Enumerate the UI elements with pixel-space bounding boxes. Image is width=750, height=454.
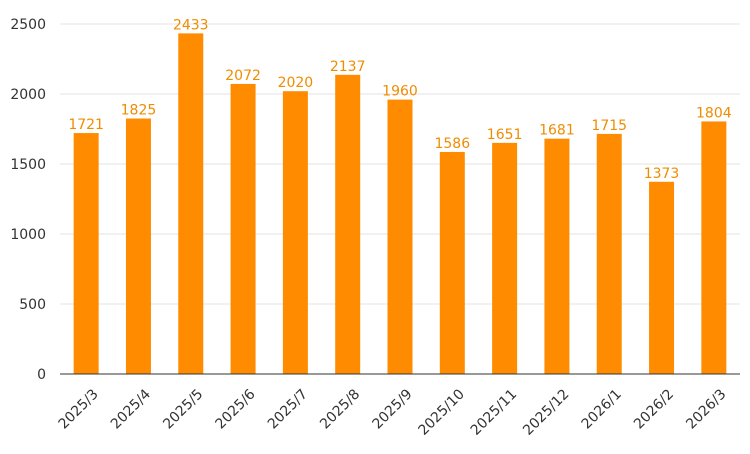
y-tick-label: 2000 (10, 87, 46, 103)
x-tick-label: 2025/7 (265, 386, 311, 432)
bar-2026/2 (649, 181, 675, 374)
x-tick-label: 2025/3 (56, 386, 102, 432)
data-label: 1651 (487, 127, 523, 143)
y-tick-label: 2500 (10, 17, 46, 33)
data-label: 1586 (434, 136, 470, 152)
x-tick-label: 2026/1 (579, 386, 625, 432)
data-label: 2072 (225, 68, 261, 84)
data-label: 1373 (644, 166, 680, 182)
bar-2026/1 (596, 133, 622, 374)
bar-2025/7 (282, 91, 308, 374)
data-label: 1715 (591, 118, 627, 134)
y-tick-label: 1000 (10, 227, 46, 243)
y-tick-label: 500 (19, 297, 46, 313)
bar-2025/6 (230, 83, 256, 375)
x-tick-label: 2025/11 (468, 386, 520, 438)
y-axis-ticks: 0 500 1000 1500 2000 2500 (10, 17, 46, 383)
y-tick-label: 1500 (10, 157, 46, 173)
data-label: 1681 (539, 123, 575, 139)
data-label: 1804 (696, 105, 732, 121)
bar-2025/8 (335, 74, 361, 374)
x-tick-label: 2025/10 (415, 386, 467, 438)
data-label: 1825 (121, 103, 157, 119)
x-tick-label: 2025/5 (160, 386, 206, 432)
bars (73, 33, 727, 375)
data-label: 1960 (382, 84, 418, 100)
bar-2025/5 (178, 33, 204, 374)
bar-2025/9 (387, 99, 413, 374)
bar-2025/11 (492, 142, 518, 374)
x-tick-label: 2026/2 (631, 386, 677, 432)
x-tick-label: 2025/9 (369, 386, 415, 432)
x-tick-label: 2025/8 (317, 386, 363, 432)
bar-2025/4 (125, 118, 151, 374)
bar-2025/3 (73, 133, 99, 374)
y-tick-label: 0 (37, 367, 46, 383)
x-tick-label: 2026/3 (683, 386, 729, 432)
x-tick-label: 2025/6 (213, 386, 259, 432)
bar-2026/3 (701, 121, 727, 374)
data-label: 2433 (173, 17, 209, 33)
bar-2025/12 (544, 138, 570, 374)
bar-2025/10 (439, 151, 465, 374)
data-label: 2020 (278, 75, 314, 91)
x-tick-label: 2025/4 (108, 386, 154, 432)
x-tick-label: 2025/12 (520, 386, 572, 438)
data-label: 2137 (330, 59, 366, 75)
data-label: 1721 (68, 117, 104, 133)
x-axis-ticks: 2025/3 2025/4 2025/5 2025/6 2025/7 2025/8 2025… (56, 386, 730, 439)
data-labels: 1721 1825 2433 2072 2020 2137 1960 1586 1651 1681… (68, 17, 731, 181)
